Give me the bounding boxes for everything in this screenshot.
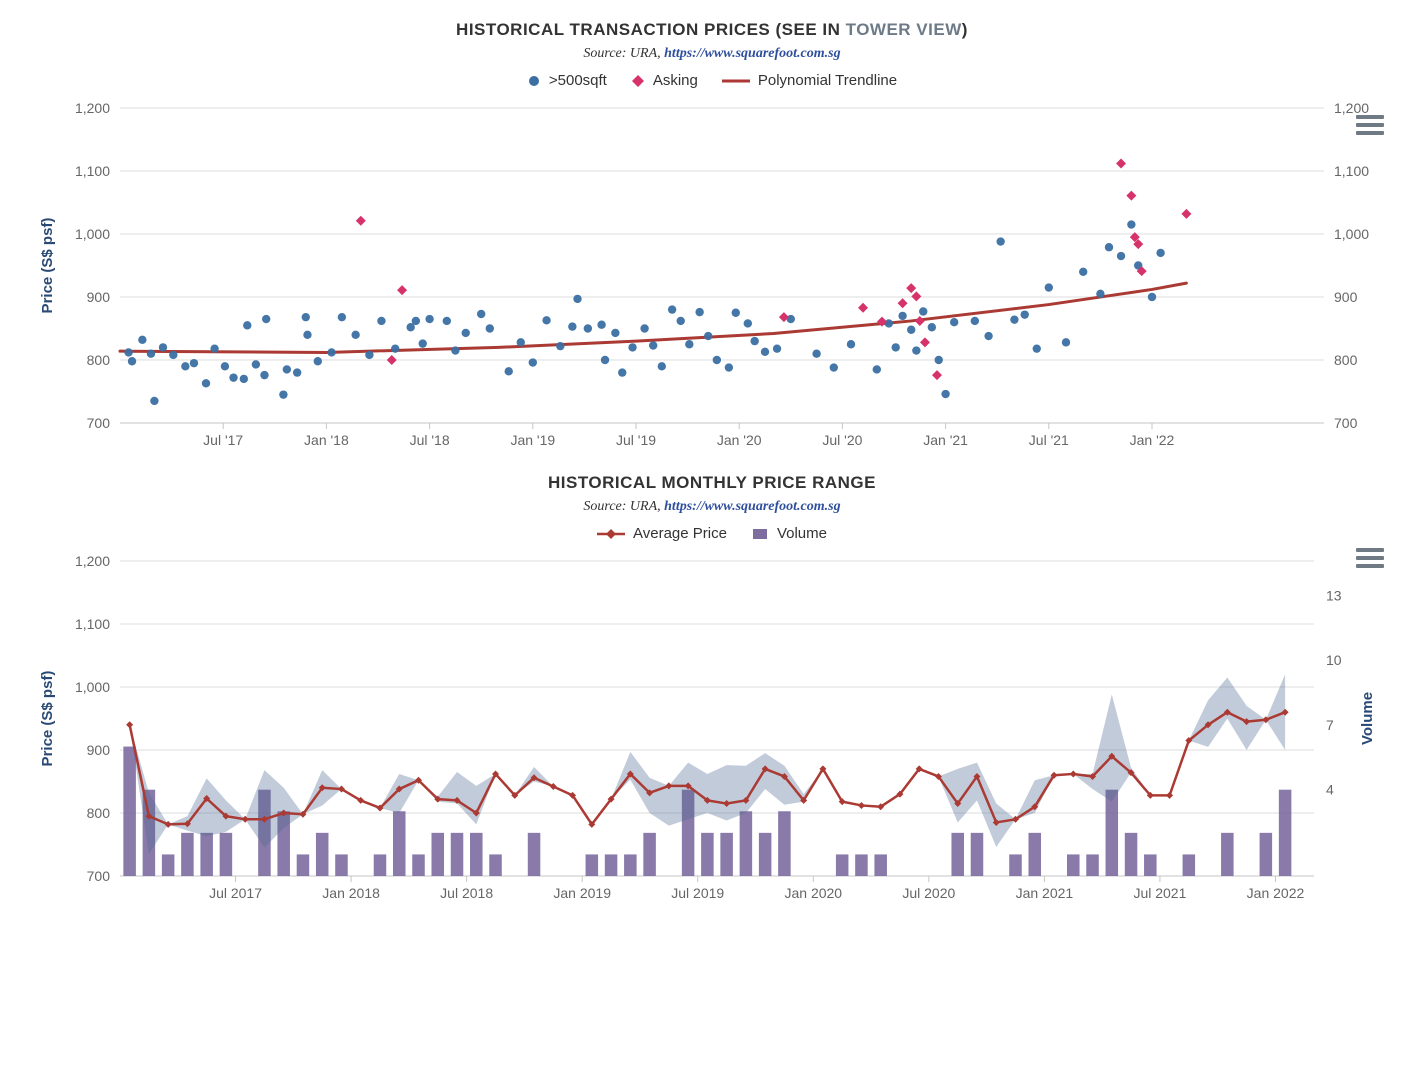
svg-text:Jan '18: Jan '18 <box>304 432 349 448</box>
svg-text:700: 700 <box>1334 415 1358 431</box>
svg-text:700: 700 <box>87 415 111 431</box>
svg-text:1,000: 1,000 <box>75 679 110 695</box>
svg-text:Jan '21: Jan '21 <box>923 432 968 448</box>
svg-text:Jul 2018: Jul 2018 <box>440 885 493 901</box>
svg-text:1,100: 1,100 <box>75 616 110 632</box>
svg-text:Jul '18: Jul '18 <box>410 432 450 448</box>
chart2-source: Source: URA, https://www.squarefoot.com.… <box>30 499 1394 515</box>
chart1-title-suffix: ) <box>962 20 968 39</box>
svg-text:Jul '20: Jul '20 <box>822 432 862 448</box>
legend-avgprice-label: Average Price <box>633 525 727 542</box>
svg-text:Price (S$ psf): Price (S$ psf) <box>39 671 56 767</box>
svg-text:Jul 2019: Jul 2019 <box>671 885 724 901</box>
chart-transaction-prices: HISTORICAL TRANSACTION PRICES (SEE IN TO… <box>30 20 1394 463</box>
svg-text:1,000: 1,000 <box>1334 226 1369 242</box>
tower-view-link[interactable]: TOWER VIEW <box>846 20 962 39</box>
svg-text:Jan 2020: Jan 2020 <box>784 885 842 901</box>
chart1-source-label: Source: URA, <box>583 46 664 61</box>
chart1-menu-icon[interactable] <box>1356 115 1384 135</box>
svg-text:Price (S$ psf): Price (S$ psf) <box>39 218 56 314</box>
legend-asking-label: Asking <box>653 72 698 89</box>
legend-asking[interactable]: Asking <box>631 72 698 89</box>
svg-text:1,200: 1,200 <box>1334 100 1369 116</box>
chart1-source: Source: URA, https://www.squarefoot.com.… <box>30 46 1394 62</box>
svg-text:10: 10 <box>1326 652 1342 668</box>
chart2-legend: Average Price Volume <box>30 525 1394 542</box>
chart1-title-prefix: HISTORICAL TRANSACTION PRICES (SEE IN <box>456 20 846 39</box>
svg-text:Jan 2018: Jan 2018 <box>322 885 380 901</box>
chart2-menu-icon[interactable] <box>1356 548 1384 568</box>
svg-text:Jan 2022: Jan 2022 <box>1247 885 1305 901</box>
svg-text:800: 800 <box>87 805 111 821</box>
svg-text:Jan '19: Jan '19 <box>510 432 555 448</box>
chart1-legend: >500sqft Asking Polynomial Trendline <box>30 72 1394 89</box>
svg-text:800: 800 <box>1334 352 1358 368</box>
legend-gt500-label: >500sqft <box>549 72 607 89</box>
svg-text:Jul '19: Jul '19 <box>616 432 656 448</box>
svg-text:1,000: 1,000 <box>75 226 110 242</box>
svg-text:Jul 2021: Jul 2021 <box>1133 885 1186 901</box>
svg-text:Jan 2021: Jan 2021 <box>1016 885 1074 901</box>
legend-gt500[interactable]: >500sqft <box>527 72 607 89</box>
legend-trendline[interactable]: Polynomial Trendline <box>722 72 897 89</box>
svg-text:1,100: 1,100 <box>75 163 110 179</box>
svg-text:13: 13 <box>1326 588 1342 604</box>
chart-monthly-range: HISTORICAL MONTHLY PRICE RANGE Source: U… <box>30 473 1394 916</box>
chart1-plot: 700 700 800 800 900 900 1,000 1,000 1,100 1,100 1,… <box>30 93 1394 463</box>
svg-text:900: 900 <box>1334 289 1358 305</box>
legend-avgprice[interactable]: Average Price <box>597 525 727 542</box>
chart2-source-label: Source: URA, <box>583 499 664 514</box>
svg-text:Jul '21: Jul '21 <box>1029 432 1069 448</box>
legend-volume[interactable]: Volume <box>751 525 827 542</box>
svg-text:7: 7 <box>1326 717 1334 733</box>
svg-text:Volume: Volume <box>1359 692 1376 745</box>
svg-text:4: 4 <box>1326 782 1334 798</box>
svg-text:Jul '17: Jul '17 <box>203 432 243 448</box>
legend-trendline-label: Polynomial Trendline <box>758 72 897 89</box>
svg-text:800: 800 <box>87 352 111 368</box>
svg-text:Jan '22: Jan '22 <box>1130 432 1175 448</box>
legend-volume-label: Volume <box>777 525 827 542</box>
svg-text:Jul 2020: Jul 2020 <box>902 885 955 901</box>
svg-text:1,100: 1,100 <box>1334 163 1369 179</box>
chart1-source-link[interactable]: https://www.squarefoot.com.sg <box>664 46 840 61</box>
svg-text:Jul 2017: Jul 2017 <box>209 885 262 901</box>
svg-text:1,200: 1,200 <box>75 100 110 116</box>
svg-text:Jan 2019: Jan 2019 <box>553 885 611 901</box>
chart2-title: HISTORICAL MONTHLY PRICE RANGE <box>30 473 1394 493</box>
svg-text:900: 900 <box>87 289 111 305</box>
chart2-source-link[interactable]: https://www.squarefoot.com.sg <box>664 499 840 514</box>
svg-text:900: 900 <box>87 742 111 758</box>
svg-text:700: 700 <box>87 868 111 884</box>
svg-text:1,200: 1,200 <box>75 553 110 569</box>
chart1-title: HISTORICAL TRANSACTION PRICES (SEE IN TO… <box>30 20 1394 40</box>
svg-text:Jan '20: Jan '20 <box>717 432 762 448</box>
chart2-plot: 700 800 900 1,000 1,100 1,200 4 7 10 13 Jul 2017 Ja… <box>30 546 1394 916</box>
